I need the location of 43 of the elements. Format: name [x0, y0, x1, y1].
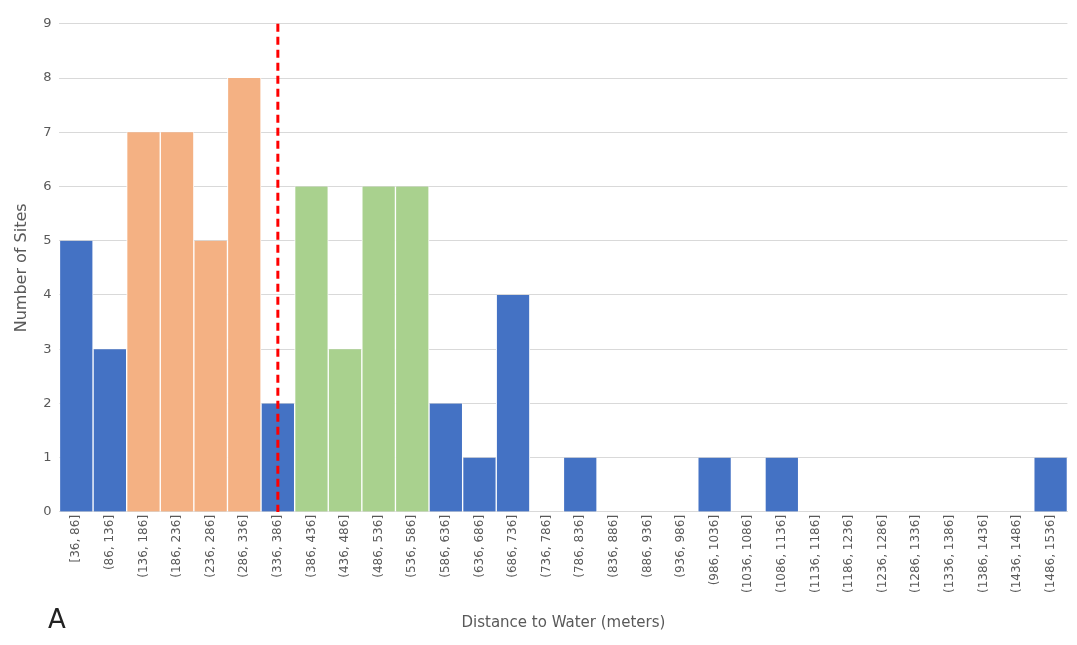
y-tick-label: 8 [43, 69, 52, 85]
x-tick-label: (636, 686] [471, 514, 486, 578]
y-tick-label: 9 [43, 15, 52, 31]
x-tick-label: (886, 936] [639, 514, 654, 578]
y-tick-label: 6 [43, 177, 52, 193]
x-tick-label: (786, 836] [572, 514, 587, 578]
x-tick-label: (86, 136] [101, 514, 116, 571]
y-axis-title: Number of Sites [10, 203, 30, 333]
y-tick-label: 1 [43, 449, 52, 465]
x-tick-label: (436, 486] [337, 514, 352, 578]
x-tick-label: (1236, 1286] [874, 514, 889, 594]
y-tick-label: 0 [43, 503, 52, 519]
y-tick-label: 7 [43, 123, 52, 139]
x-tick-label: (1186, 1236] [841, 514, 856, 594]
x-tick-label: (836, 886] [605, 514, 620, 578]
x-tick-label: (1386, 1436] [975, 514, 990, 594]
x-tick-label: (136, 186] [135, 514, 150, 578]
x-tick-label: (536, 586] [404, 514, 419, 578]
x-tick-label: (1136, 1186] [807, 514, 822, 594]
y-tick-label: 5 [43, 232, 52, 248]
text: A [48, 604, 66, 634]
y-tick-label: 2 [43, 394, 52, 410]
x-tick-label: (1436, 1486] [1009, 514, 1024, 594]
x-tick-label: (586, 636] [437, 514, 452, 578]
x-tick-label: (686, 736] [505, 514, 520, 578]
x-tick-label: (936, 986] [673, 514, 688, 578]
x-tick-label: (986, 1036] [706, 514, 721, 586]
x-tick-label: [36, 86] [68, 514, 83, 563]
y-tick-label: 3 [43, 340, 52, 356]
x-tick-label: (336, 386] [269, 514, 284, 578]
x-tick-label: (1086, 1136] [773, 514, 788, 594]
x-tick-label: (736, 786] [538, 514, 553, 578]
x-tick-label: (1286, 1336] [908, 514, 923, 594]
x-tick-label: (236, 286] [202, 514, 217, 578]
x-tick-label: (186, 236] [169, 514, 184, 578]
x-axis-title: Distance to Water (meters) [461, 612, 666, 631]
y-tick-label: 4 [43, 286, 52, 302]
x-tick-label: (286, 336] [236, 514, 251, 578]
x-tick-label: (1036, 1086] [740, 514, 755, 594]
x-tick-label: (486, 536] [370, 514, 385, 578]
x-tick-label: (386, 436] [303, 514, 318, 578]
x-tick-label: (1486, 1536] [1042, 514, 1057, 594]
x-tick-label: (1336, 1386] [941, 514, 956, 594]
